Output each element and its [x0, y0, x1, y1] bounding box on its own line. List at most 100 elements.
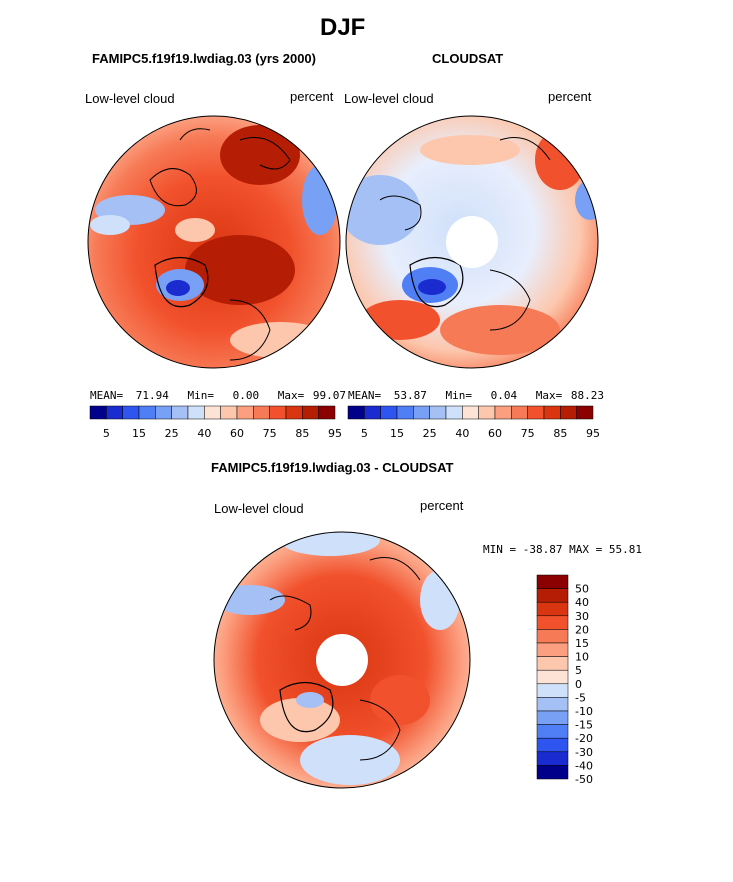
panel3-units-label: percent [420, 498, 464, 513]
panel2-title: CLOUDSAT [432, 51, 504, 66]
panel3-colorbar-tick-label: 15 [575, 637, 589, 650]
bottom-panel-title: FAMIPC5.f19f19.lwdiag.03 - CLOUDSAT [211, 460, 454, 475]
panel1-colorbar-tick-label: 40 [197, 427, 211, 440]
panel2-colorbar-box [511, 405, 528, 420]
panel2-mean-label: MEAN= [348, 389, 382, 402]
panel3-colorbar-tick-label: 10 [575, 651, 589, 664]
season-title: DJF [320, 14, 366, 41]
panel3-colorbar-box [536, 751, 569, 766]
panel3-colorbar-tick-label: 20 [575, 623, 589, 636]
panel2-colorbar-box [396, 405, 414, 420]
panel1-colorbar-box [106, 405, 123, 420]
panel1-colorbar-box [204, 405, 221, 420]
panel3-colorbar-box [536, 669, 569, 685]
panel1-mean-value: 71.94 [135, 389, 169, 402]
panel1-units-label: percent [290, 89, 334, 104]
panel1-colorbar-box [236, 405, 254, 420]
panel1-colorbar-tick-label: 95 [328, 427, 342, 440]
panel3-colorbar-tick-label: -10 [575, 705, 593, 718]
panel1-colorbar-box [122, 405, 140, 420]
panel1-min-value: 0.00 [232, 389, 260, 402]
panel1-colorbar-box [269, 405, 287, 420]
panel1-colorbar-tick-label: 25 [165, 427, 179, 440]
panel3-colorbar-box [536, 710, 569, 725]
panel3-colorbar-box [536, 588, 569, 603]
panel3-colorbar-tick-label: -15 [575, 719, 593, 732]
panel3-colorbar-tick-label: -50 [575, 773, 593, 786]
panel1-colorbar-box [220, 405, 238, 420]
panel2-colorbar-box [494, 405, 512, 420]
panel3-variable-label: Low-level cloud [214, 501, 304, 516]
panel1-stats: MEAN= 71.94 Min= 0.00 Max= 99.07 [90, 389, 346, 402]
panel3-colorbar-box [536, 656, 569, 671]
panel1-colorbar-box [89, 405, 107, 420]
panel2-colorbar-box [429, 405, 447, 420]
panel3-colorbar-tick-label: -40 [575, 759, 593, 772]
panel3-colorbar-tick-label: -5 [575, 691, 586, 704]
panel1-colorbar-tick-label: 85 [295, 427, 309, 440]
panel1-colorbar-box [138, 405, 156, 420]
panel2-colorbar-box [543, 405, 561, 420]
panel1-title: FAMIPC5.f19f19.lwdiag.03 (yrs 2000) [92, 51, 316, 66]
panel1-colorbar-box [302, 405, 319, 420]
panel1-colorbar-box [285, 405, 303, 420]
panel2-colorbar-box [576, 405, 594, 420]
panel3-colorbar-box [536, 601, 569, 617]
panel2-max-value: 88.23 [570, 389, 604, 402]
panel2-colorbar-tick-label: 95 [586, 427, 600, 440]
panel3-colorbar-tick-label: 30 [575, 610, 589, 623]
panel1-colorbar-box [318, 405, 336, 420]
panel2-colorbar-tick-label: 85 [553, 427, 567, 440]
panel2-colorbar-tick-label: 5 [361, 427, 368, 440]
panel1-colorbar-box [155, 405, 172, 420]
panel2-max-label: Max= [535, 389, 563, 402]
panel2-colorbar-box [347, 405, 365, 420]
panel3-minmax: MIN = -38.87 MAX = 55.81 [483, 543, 642, 556]
panel1-mean-label: MEAN= [90, 389, 124, 402]
panel3-colorbar-tick-label: 5 [575, 664, 582, 677]
panel3-map [213, 531, 471, 789]
panel2-mean-value: 53.87 [393, 389, 427, 402]
panel2-colorbar-box [380, 405, 398, 420]
panel3-colorbar-box [536, 697, 569, 712]
panel3-colorbar-tick-label: 50 [575, 583, 589, 596]
panel2-map [345, 115, 599, 369]
panel3-colorbar-tick-label: -20 [575, 732, 593, 745]
panel3-colorbar-box [536, 724, 569, 739]
panel1-colorbar-tick-label: 75 [263, 427, 277, 440]
panel3-colorbar-tick-label: 0 [575, 678, 582, 691]
panel1-max-value: 99.07 [312, 389, 346, 402]
panel2-colorbar-tick-label: 60 [488, 427, 502, 440]
panel2-variable-label: Low-level cloud [344, 91, 434, 106]
panel2-colorbar-box [560, 405, 577, 420]
panel3-colorbar-box [536, 642, 569, 657]
panel3-colorbar-box [536, 765, 569, 780]
panel1-colorbar-box [187, 405, 205, 420]
panel2-colorbar-box [413, 405, 430, 420]
panel2-colorbar-tick-label: 40 [455, 427, 469, 440]
panel2-colorbar-tick-label: 25 [423, 427, 437, 440]
panel3-colorbar-box [536, 629, 569, 644]
panel2-min-value: 0.04 [490, 389, 518, 402]
panel2-units-label: percent [548, 89, 592, 104]
panel3-colorbar-box [536, 737, 569, 753]
panel2-colorbar-box [527, 405, 545, 420]
panel3-colorbar-box [536, 615, 569, 630]
panel1-variable-label: Low-level cloud [85, 91, 175, 106]
panel2-colorbar-box [364, 405, 381, 420]
panel3-colorbar-tick-label: -30 [575, 746, 593, 759]
panel1-colorbar-tick-label: 5 [103, 427, 110, 440]
panel1-max-label: Max= [277, 389, 305, 402]
panel3-colorbar-tick-label: 40 [575, 596, 589, 609]
panel2-colorbar-box [445, 405, 463, 420]
panel3-colorbar-box [536, 683, 569, 698]
panel1-min-label: Min= [187, 389, 215, 402]
panel1-map [87, 115, 341, 369]
panel1-colorbar-box [253, 405, 270, 420]
panel2-colorbar-box [478, 405, 496, 420]
panel3-colorbar-box [536, 574, 569, 589]
panel2-colorbar-box [462, 405, 479, 420]
panel2-colorbar-tick-label: 15 [390, 427, 404, 440]
panel1-colorbar-tick-label: 60 [230, 427, 244, 440]
